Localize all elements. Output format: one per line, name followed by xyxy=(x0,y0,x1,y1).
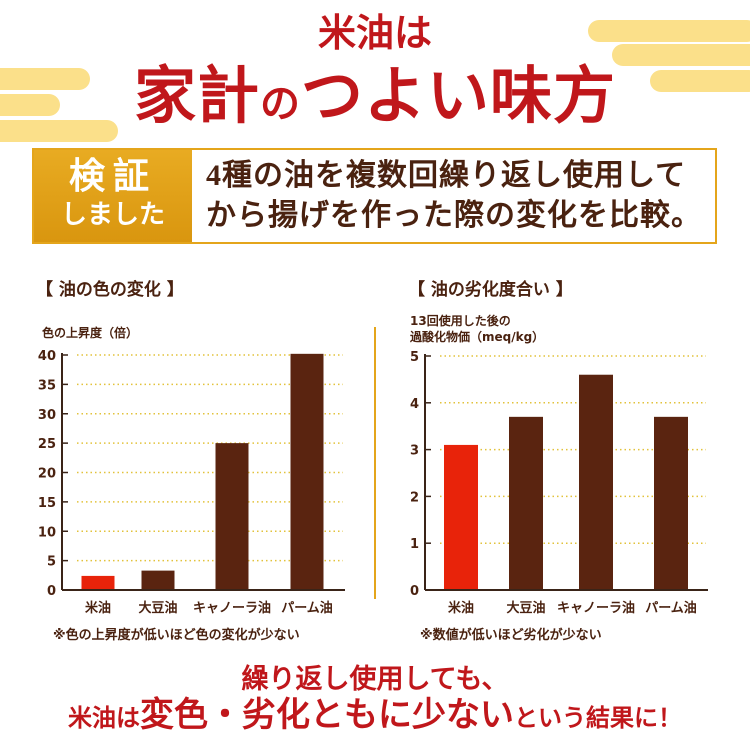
chart2-ylabel-line2: 過酸化物価（meq/kg） xyxy=(410,330,545,344)
verification-badge: 検証 しました xyxy=(34,150,192,242)
cloud-decoration xyxy=(0,120,118,142)
y-tick-label: 40 xyxy=(38,349,56,364)
x-tick-label: キャノーラ油 xyxy=(557,600,635,616)
x-tick-label: 大豆油 xyxy=(138,600,177,616)
y-tick-label: 5 xyxy=(47,555,56,570)
cloud-decoration xyxy=(0,94,60,116)
y-tick-label: 0 xyxy=(47,584,56,599)
conclusion-emphasis: 変色・劣化ともに少ない xyxy=(140,697,514,734)
y-tick-label: 20 xyxy=(38,467,56,482)
verification-text: 4種の油を複数回繰り返し使用して から揚げを作った際の変化を比較。 xyxy=(206,156,702,236)
conclusion-line2: 米油は変色・劣化ともに少ないという結果に！ xyxy=(0,696,750,739)
chart2-ylabel-line1: 13回使用した後の xyxy=(410,314,511,328)
x-tick-label: 米油 xyxy=(448,600,474,616)
y-tick-label: 4 xyxy=(410,397,419,412)
bar-1-3 xyxy=(215,443,249,590)
bar-1-1 xyxy=(81,575,115,590)
verification-text-line2: から揚げを作った際の変化を比較。 xyxy=(206,199,702,232)
cloud-decoration xyxy=(650,70,750,92)
chart-divider xyxy=(374,327,376,599)
y-tick-label: 25 xyxy=(38,437,56,452)
bar-2-2 xyxy=(509,416,543,590)
bar-2-3 xyxy=(579,374,613,590)
y-tick-label: 0 xyxy=(410,584,419,599)
chart2-note: ※数値が低いほど劣化が少ない xyxy=(420,628,602,643)
x-tick-label: パーム油 xyxy=(281,600,333,616)
headline-part: の xyxy=(260,81,301,126)
x-tick-label: キャノーラ油 xyxy=(193,600,271,616)
badge-line1: 検証 xyxy=(68,156,157,196)
conclusion-part: 米油は xyxy=(68,706,140,732)
chart1-ylabel: 色の上昇度（倍） xyxy=(42,326,139,340)
chart2-ylabel: 13回使用した後の 過酸化物価（meq/kg） xyxy=(410,313,544,345)
badge-line2: しました xyxy=(60,200,165,229)
y-tick-label: 5 xyxy=(410,350,419,365)
chart1-note: ※色の上昇度が低いほど色の変化が少ない xyxy=(53,628,300,643)
chart2-title: 【 油の劣化度合い 】 xyxy=(408,280,573,300)
cloud-decoration xyxy=(0,68,90,90)
bar-2-1 xyxy=(444,444,478,590)
verification-box: 検証 しました 4種の油を複数回繰り返し使用して から揚げを作った際の変化を比較… xyxy=(32,148,717,244)
x-tick-label: 大豆油 xyxy=(506,600,545,616)
x-tick-label: パーム油 xyxy=(645,600,697,616)
bar-1-4 xyxy=(290,353,324,590)
y-tick-label: 3 xyxy=(410,444,419,459)
headline-line2: 家計のつよい味方 xyxy=(0,62,750,139)
headline-line1: 米油は xyxy=(317,13,432,55)
verification-text-line1: 4種の油を複数回繰り返し使用して xyxy=(206,159,687,192)
headline-part: 家計 xyxy=(133,63,260,131)
y-tick-label: 1 xyxy=(410,537,419,552)
y-tick-label: 30 xyxy=(38,408,56,423)
y-tick-label: 35 xyxy=(38,378,56,393)
chart1-title: 【 油の色の変化 】 xyxy=(36,280,184,300)
y-tick-label: 15 xyxy=(38,496,56,511)
cloud-decoration xyxy=(588,20,750,42)
y-tick-label: 10 xyxy=(38,525,56,540)
headline-part: つよい味方 xyxy=(301,63,617,131)
x-tick-label: 米油 xyxy=(85,600,111,616)
conclusion-line1: 繰り返し使用しても、 xyxy=(241,664,509,694)
conclusion-part: という結果に！ xyxy=(514,706,682,732)
bar-2-4 xyxy=(654,416,688,590)
bar-1-2 xyxy=(141,570,175,590)
cloud-decoration xyxy=(612,44,750,66)
y-tick-label: 2 xyxy=(410,490,419,505)
